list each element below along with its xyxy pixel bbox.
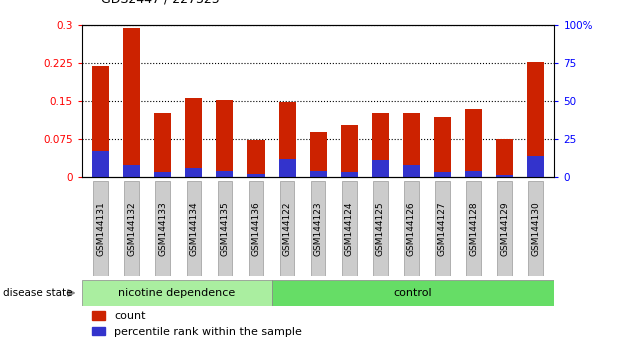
Bar <box>278 159 295 177</box>
FancyBboxPatch shape <box>529 181 543 276</box>
Text: nicotine dependence: nicotine dependence <box>118 288 236 298</box>
Bar <box>154 113 171 177</box>
Text: GSM144136: GSM144136 <box>251 201 260 256</box>
Text: GSM144134: GSM144134 <box>189 201 198 256</box>
Bar <box>372 160 389 177</box>
Bar <box>123 165 140 177</box>
Bar <box>372 113 389 177</box>
Bar <box>403 165 420 177</box>
Bar <box>185 98 202 177</box>
Bar <box>309 132 327 177</box>
Legend: count, percentile rank within the sample: count, percentile rank within the sample <box>88 307 306 341</box>
Text: GSM144126: GSM144126 <box>407 201 416 256</box>
Text: GSM144133: GSM144133 <box>158 201 167 256</box>
Text: GSM144122: GSM144122 <box>283 201 292 256</box>
FancyBboxPatch shape <box>435 181 450 276</box>
FancyBboxPatch shape <box>186 181 201 276</box>
Bar <box>496 139 513 177</box>
FancyBboxPatch shape <box>498 181 512 276</box>
FancyBboxPatch shape <box>124 181 139 276</box>
Bar <box>403 113 420 177</box>
Bar <box>123 28 140 177</box>
FancyBboxPatch shape <box>311 181 326 276</box>
Text: disease state: disease state <box>3 288 72 298</box>
Bar <box>92 151 109 177</box>
Text: GSM144128: GSM144128 <box>469 201 478 256</box>
FancyBboxPatch shape <box>217 181 232 276</box>
Bar <box>309 171 327 177</box>
Bar <box>341 125 358 177</box>
Text: GSM144130: GSM144130 <box>531 201 541 256</box>
FancyBboxPatch shape <box>466 181 481 276</box>
Text: control: control <box>394 288 432 298</box>
Text: GSM144129: GSM144129 <box>500 201 509 256</box>
Bar <box>154 172 171 177</box>
FancyBboxPatch shape <box>373 181 387 276</box>
Bar <box>185 168 202 177</box>
FancyBboxPatch shape <box>93 181 108 276</box>
Text: GSM144131: GSM144131 <box>96 201 105 256</box>
Bar <box>92 67 109 177</box>
FancyBboxPatch shape <box>156 181 170 276</box>
Bar <box>496 176 513 177</box>
Text: GSM144132: GSM144132 <box>127 201 136 256</box>
Text: GDS2447 / 227325: GDS2447 / 227325 <box>101 0 219 5</box>
Bar <box>272 280 554 306</box>
Bar <box>434 172 451 177</box>
Text: GSM144124: GSM144124 <box>345 201 353 256</box>
Bar <box>465 171 482 177</box>
Text: GSM144123: GSM144123 <box>314 201 323 256</box>
Bar <box>248 140 265 177</box>
Bar <box>82 280 272 306</box>
FancyBboxPatch shape <box>249 181 263 276</box>
Bar <box>216 171 234 177</box>
Bar <box>216 100 234 177</box>
Text: GSM144125: GSM144125 <box>376 201 385 256</box>
Bar <box>341 172 358 177</box>
Bar <box>434 117 451 177</box>
Bar <box>465 108 482 177</box>
Text: GSM144127: GSM144127 <box>438 201 447 256</box>
Text: GSM144135: GSM144135 <box>220 201 229 256</box>
Bar <box>278 102 295 177</box>
Bar <box>527 156 544 177</box>
FancyBboxPatch shape <box>404 181 419 276</box>
FancyBboxPatch shape <box>342 181 357 276</box>
Bar <box>527 62 544 177</box>
Bar <box>248 174 265 177</box>
FancyBboxPatch shape <box>280 181 294 276</box>
